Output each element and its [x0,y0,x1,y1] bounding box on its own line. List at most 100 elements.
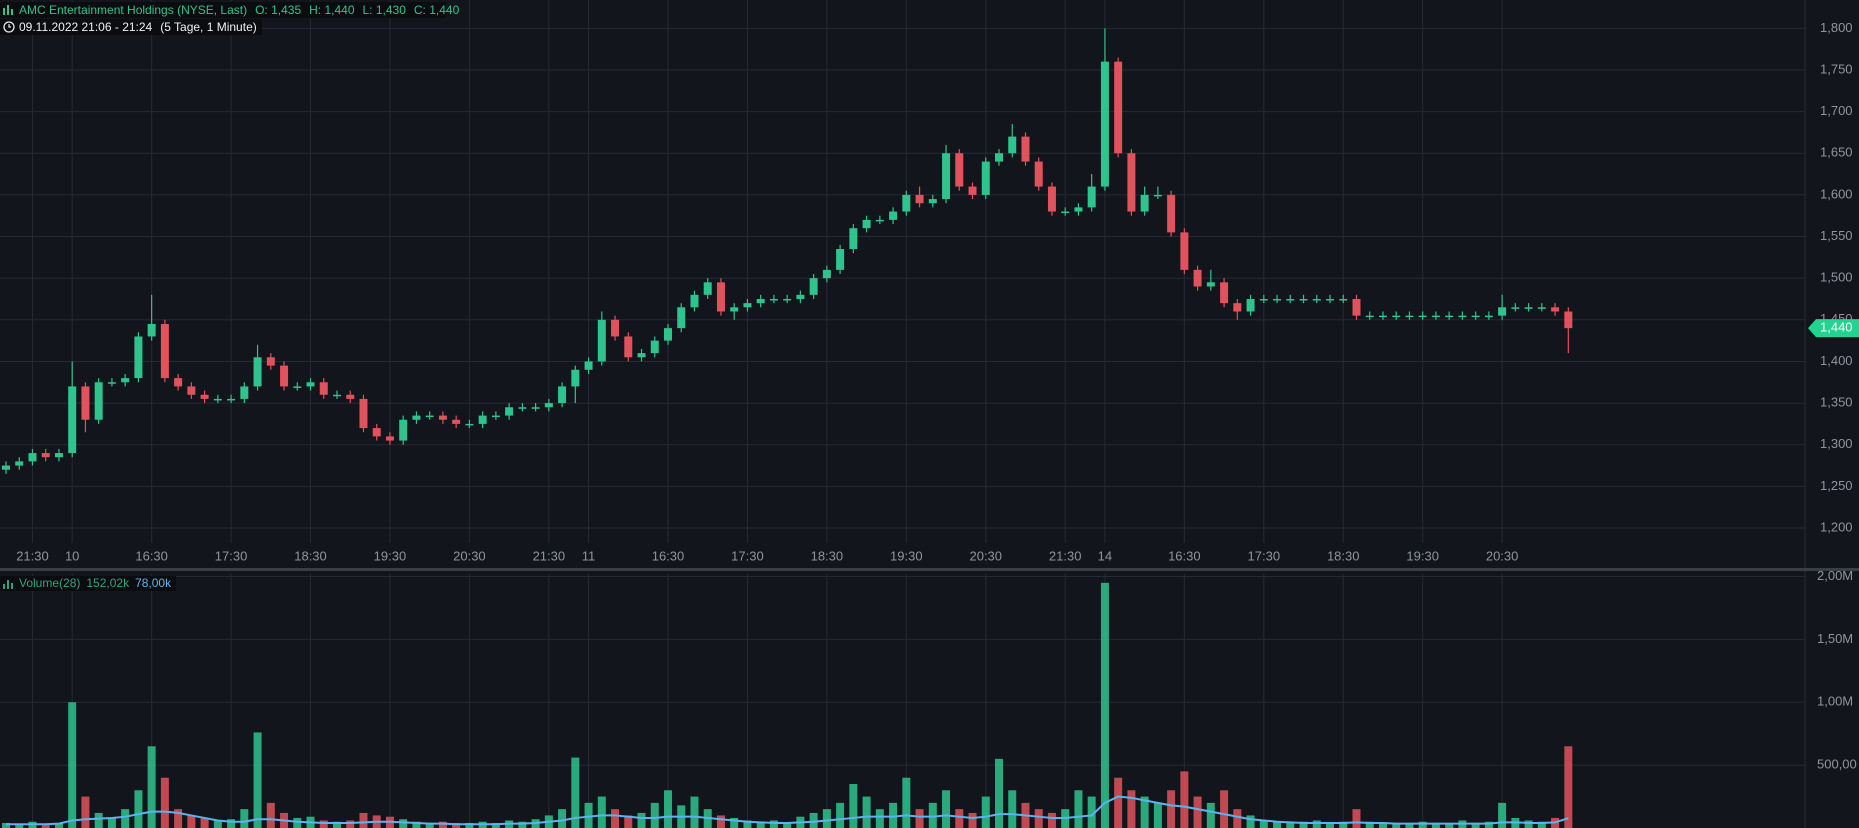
instrument: AMC Entertainment Holdings (NYSE, Last) [19,3,247,17]
candle-body [280,365,289,387]
candle-body [968,186,977,195]
candle-body [1458,315,1467,318]
y-tick-label: 1,600 [1820,186,1853,201]
volume-bar [1524,820,1533,828]
volume-bar [1312,820,1321,828]
candle-body [862,219,871,229]
header-box [0,2,446,18]
candle-body [174,378,183,387]
candle-body [756,298,765,304]
volume-bar [1365,821,1374,828]
y-tick-label: 1,650 [1820,145,1853,160]
volume-bar [491,822,500,828]
volume-bar [1127,790,1136,828]
candle-body [1392,315,1401,318]
candle-body [1564,311,1573,329]
bars-icon [3,580,13,589]
candle-body [1326,298,1334,301]
volume-bar [346,820,355,828]
candle-body [1524,307,1533,309]
y-tick-label: 500,00 [1817,757,1857,772]
candle-body [730,307,739,312]
candle-body [240,386,249,399]
y-tick-label: 1,800 [1820,20,1853,35]
ohlc: C: 1,440 [414,3,460,17]
y-tick-label: 1,500 [1820,270,1853,285]
volume-bar [266,802,275,828]
price-tag [1808,319,1859,338]
volume-bar [756,821,765,828]
volume-bar [15,824,24,828]
volume-bar [981,796,990,828]
candle-body [41,453,50,458]
volume-bar [558,809,567,828]
candle-body [1498,307,1507,316]
candle-body [743,303,752,308]
volume-bar [107,817,116,828]
candle-body [769,298,778,301]
candle-body [1246,298,1255,312]
candle-body [253,357,262,387]
volume-bar [438,821,447,828]
candle-body [531,407,540,409]
volume-bar [160,777,169,828]
volume-bar [1034,809,1043,828]
volume-bar [54,822,63,828]
x-tick-label: 17:30 [215,548,248,563]
x-tick-label: 16:30 [652,548,685,563]
volume-bar [624,815,633,828]
ohlc: H: 1,440 [309,3,355,17]
volume-bar [836,802,845,828]
volume-legend-box [0,576,176,591]
volume-bar [1326,822,1334,828]
volume-bar [875,809,884,828]
candle-body [81,386,90,420]
candle-body [571,369,580,387]
candle-body [875,219,884,222]
y-tick-label: 1,700 [1820,103,1853,118]
candle-body [1378,315,1387,318]
volume-bar [1498,802,1507,828]
volume-bar [1339,821,1348,828]
x-tick-label: 21:30 [16,548,49,563]
volume-bar [41,824,50,828]
volume-bar [650,802,659,828]
y-tick-label: 1,750 [1820,61,1853,76]
volume-bar [1167,790,1176,828]
candle-body [478,415,487,424]
volume-bar [928,802,937,828]
candle-body [491,415,500,418]
x-tick-label: 18:30 [1327,548,1360,563]
candle-body [505,407,514,416]
volume-bar [571,757,580,828]
candle-body [1021,136,1030,162]
candle-body [293,386,302,388]
candle-body [94,382,103,420]
volume-bar [889,802,898,828]
volume-bar [1259,820,1268,828]
candle-body [796,294,805,299]
range: 09.11.2022 21:06 - 21:24 [19,20,153,34]
candle-body [1286,298,1295,301]
candle-body [1471,315,1480,318]
volume-legend: Volume(28) 152,02k 78,00k [19,576,172,590]
candle-body [1312,298,1321,301]
x-tick-label: 18:30 [294,548,327,563]
volume-bar [637,812,646,828]
volume-bar [319,820,328,828]
x-tick-label: 14 [1098,548,1112,563]
y-tick-label: 1,400 [1820,353,1853,368]
candle-body [955,153,964,187]
volume-bar [452,822,461,828]
candle-body [1087,186,1096,208]
candle-body [558,386,567,404]
grid-layer [0,0,1806,828]
volume-bar [664,790,672,828]
volume-bar [1233,809,1242,828]
candle-body [664,328,672,341]
y-tick-label: 1,50M [1817,631,1853,646]
volume-bar [227,819,236,828]
volume-bar [1564,746,1573,828]
volume-bar [333,821,341,828]
candle-body [1551,307,1560,312]
